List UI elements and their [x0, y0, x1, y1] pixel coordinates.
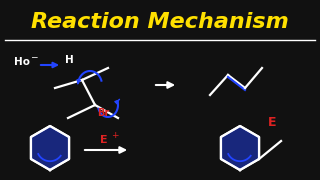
Text: +: + — [111, 132, 118, 141]
Text: Br: Br — [97, 108, 109, 118]
Polygon shape — [31, 126, 69, 170]
Text: E: E — [100, 135, 108, 145]
Text: H: H — [65, 55, 74, 65]
Text: −: − — [30, 53, 37, 62]
Polygon shape — [221, 126, 259, 170]
Text: E: E — [268, 116, 276, 129]
Text: Reaction Mechanism: Reaction Mechanism — [31, 12, 289, 32]
Text: Ho: Ho — [14, 57, 30, 67]
